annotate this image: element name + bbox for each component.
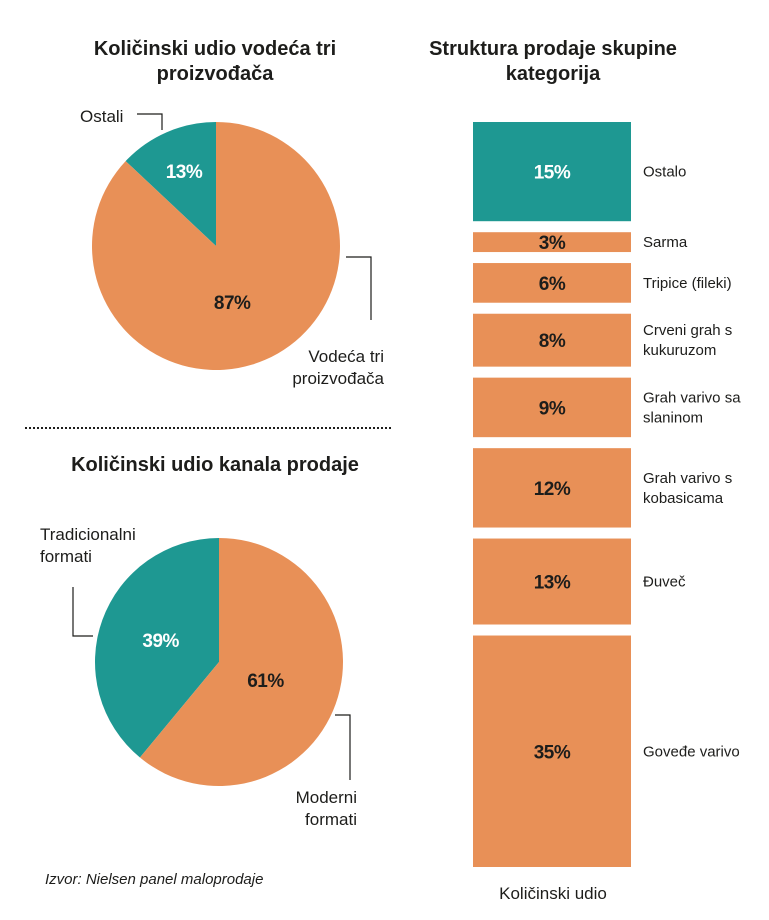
bar-segment-3	[473, 313, 631, 367]
bar-value-label-5: 12%	[534, 479, 571, 500]
pie1-value-label-0: 13%	[166, 162, 203, 183]
bar-value-label-6: 13%	[534, 573, 571, 594]
bar-category-label-3: Crveni grah s kukuruzom	[643, 322, 732, 359]
bar-segment-4	[473, 377, 631, 438]
bar-value-label-4: 9%	[539, 398, 566, 419]
bar-chart-title: Struktura prodaje skupine kategorija	[429, 38, 677, 85]
bar-segment-2	[473, 263, 631, 303]
pie1-leader-line-1	[346, 256, 372, 320]
pie1-title: Količinski udio vodeća tri proizvođača	[93, 38, 337, 85]
pie2-title: Količinski udio kanala prodaje	[71, 454, 359, 476]
bar-value-label-2: 6%	[539, 274, 566, 295]
pie2-value-label-1: 61%	[247, 671, 284, 692]
bar-x-axis-label: Količinski udio	[499, 884, 607, 903]
bar-value-label-0: 15%	[534, 163, 571, 184]
pie2-slice-0	[94, 538, 219, 758]
pie2-slice-1	[139, 538, 343, 787]
pie1-value-label-1: 87%	[214, 293, 251, 314]
pie1-category-label-0: Ostali	[80, 107, 123, 126]
pie1-leader-line-0	[137, 113, 163, 130]
pie1-category-label-1: Vodeća tri proizvođača	[292, 347, 384, 388]
bar-segment-1	[473, 232, 631, 253]
pie2-category-label-0: Tradicionalni formati	[40, 525, 136, 566]
bar-category-label-5: Grah varivo s kobasicama	[643, 470, 732, 507]
bar-category-label-2: Tripice (fileki)	[643, 275, 732, 292]
bar-category-label-0: Ostalo	[643, 164, 686, 181]
bar-category-label-6: Đuveč	[643, 574, 686, 591]
section-divider	[25, 427, 391, 429]
bar-value-label-1: 3%	[539, 233, 566, 254]
source-note: Izvor: Nielsen panel maloprodaje	[45, 871, 264, 888]
pie2-value-label-0: 39%	[142, 631, 179, 652]
bar-value-label-3: 8%	[539, 331, 566, 352]
pie2-category-label-1: Moderni formati	[296, 788, 357, 829]
pie2-leader-line-1	[335, 714, 351, 780]
pie1-slice-0	[125, 122, 216, 246]
bar-segment-7	[473, 635, 631, 867]
bar-segment-6	[473, 538, 631, 625]
bar-value-label-7: 35%	[534, 742, 571, 763]
bar-segment-5	[473, 448, 631, 528]
bar-category-label-4: Grah varivo sa slaninom	[643, 389, 741, 426]
pie2-leader-line-0	[72, 587, 93, 637]
pie1-slice-1	[92, 122, 340, 370]
bar-category-label-7: Goveđe varivo	[643, 743, 740, 760]
bar-category-label-1: Sarma	[643, 234, 688, 251]
bar-segment-0	[473, 122, 631, 222]
